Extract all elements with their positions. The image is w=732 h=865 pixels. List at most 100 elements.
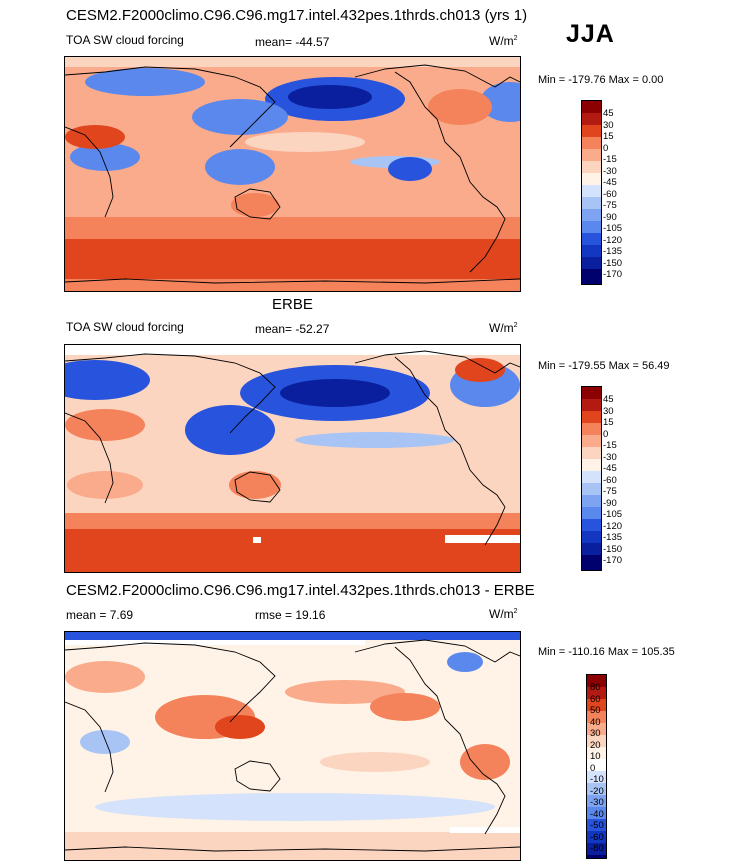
arctic-band — [65, 57, 520, 67]
missing-data-top — [65, 640, 365, 645]
coast-antarctica — [65, 846, 520, 852]
australia — [231, 193, 279, 217]
coast-australia — [234, 188, 281, 220]
panel-1-title: CESM2.F2000climo.C96.C96.mg17.intel.432p… — [66, 7, 528, 24]
north-atlantic — [65, 360, 150, 400]
greenland-neg — [447, 652, 483, 672]
tick-label: -75 — [603, 486, 617, 497]
tick-label: -20 — [590, 786, 604, 797]
tick-label: -135 — [603, 246, 623, 257]
southern-band — [65, 832, 520, 860]
tick-label: -150 — [603, 258, 623, 269]
tick-label: -170 — [603, 555, 623, 566]
tick-label: 45 — [603, 108, 614, 119]
north-pacific-core — [288, 85, 372, 109]
tick-label: -120 — [603, 521, 623, 532]
panel-1-mean-label: mean= -44.57 — [255, 35, 330, 49]
coast-eurasia — [65, 353, 276, 434]
panel-2-variable-label: TOA SW cloud forcing — [66, 320, 184, 334]
tick-label: -40 — [590, 809, 604, 820]
panel-2-mean-label: mean= -52.27 — [255, 322, 330, 336]
tick-label: -75 — [603, 200, 617, 211]
southern-ocean-neg — [95, 793, 495, 821]
missing-data-south — [450, 827, 520, 833]
panel-3-title: CESM2.F2000climo.C96.C96.mg17.intel.432p… — [66, 582, 535, 599]
tick-label: -15 — [603, 440, 617, 451]
australia — [229, 471, 281, 499]
subtropical-pacific — [245, 132, 365, 152]
coast-eurasia — [65, 642, 276, 723]
tick-label: -105 — [603, 223, 623, 234]
panel-2-map — [64, 344, 521, 573]
sahara — [65, 409, 145, 441]
panel-3-units: W/m2 — [489, 607, 518, 621]
tick-label: 30 — [590, 728, 601, 739]
east-asia-cloud — [192, 99, 288, 135]
north-pacific-pos — [285, 680, 405, 704]
coast-north-america — [354, 639, 520, 663]
tick-label: -30 — [603, 452, 617, 463]
tick-label: 0 — [603, 429, 609, 440]
greenland — [455, 358, 505, 382]
season-label: JJA — [566, 20, 615, 48]
tick-label: -10 — [590, 774, 604, 785]
tick-label: -60 — [590, 832, 604, 843]
coast-australia — [234, 760, 281, 792]
tick-label: -45 — [603, 177, 617, 188]
coast-eurasia — [65, 66, 276, 148]
southern-band — [65, 217, 520, 239]
warm-pool-cloud — [185, 405, 275, 455]
tick-label: 50 — [590, 705, 601, 716]
coast-africa — [65, 701, 114, 793]
south-america-pos — [460, 744, 510, 780]
panel-1-units: W/m2 — [489, 34, 518, 48]
panel-2-title: ERBE — [272, 296, 313, 313]
central-pacific-pos — [320, 752, 430, 772]
tick-label: 20 — [590, 740, 601, 751]
arctic-band — [65, 632, 520, 640]
missing-data-top — [65, 345, 520, 355]
tick-label: -50 — [590, 820, 604, 831]
tick-label: 30 — [603, 406, 614, 417]
coast-americas — [394, 356, 506, 546]
tick-label: -30 — [603, 166, 617, 177]
tick-label: 15 — [603, 131, 614, 142]
tick-label: 0 — [590, 763, 596, 774]
europe-cloud — [85, 68, 205, 96]
tick-label: -80 — [590, 843, 604, 854]
tick-label: 60 — [590, 694, 601, 705]
panel-3-map — [64, 631, 521, 861]
panel-3-rmse-label: rmse = 19.16 — [255, 608, 326, 622]
panel-3-colorbar — [586, 674, 607, 859]
tick-label: -30 — [590, 797, 604, 808]
central-america-cloud — [388, 157, 432, 181]
coast-north-america — [354, 64, 520, 88]
tick-label: 45 — [603, 394, 614, 405]
west-africa-cloud — [70, 143, 140, 171]
panel-1-map — [64, 56, 521, 292]
tick-label: 40 — [590, 717, 601, 728]
tick-label: -105 — [603, 509, 623, 520]
tick-label: -45 — [603, 463, 617, 474]
tick-label: -90 — [603, 498, 617, 509]
itcz-pacific — [295, 432, 455, 448]
tick-label: 0 — [603, 143, 609, 154]
coast-americas — [394, 646, 506, 835]
coast-australia — [234, 471, 281, 503]
maritime-continent-pos — [215, 715, 265, 739]
panel-1-variable-label: TOA SW cloud forcing — [66, 33, 184, 47]
missing-data-south-2 — [253, 537, 261, 543]
panel-2-units: W/m2 — [489, 321, 518, 335]
tick-label: -15 — [603, 154, 617, 165]
east-pacific-pos — [370, 693, 440, 721]
panel-1-minmax: Min = -179.76 Max = 0.00 — [538, 74, 664, 86]
tick-label: 80 — [590, 682, 601, 693]
panel-3-mean-label: mean = 7.69 — [66, 608, 134, 622]
coast-antarctica — [65, 278, 520, 284]
tick-label: 10 — [590, 751, 601, 762]
north-pacific-core — [280, 379, 390, 407]
west-africa-neg — [80, 730, 130, 754]
southern-ocean-band — [65, 527, 520, 572]
south-atlantic — [67, 471, 143, 499]
coast-north-america — [354, 350, 520, 374]
